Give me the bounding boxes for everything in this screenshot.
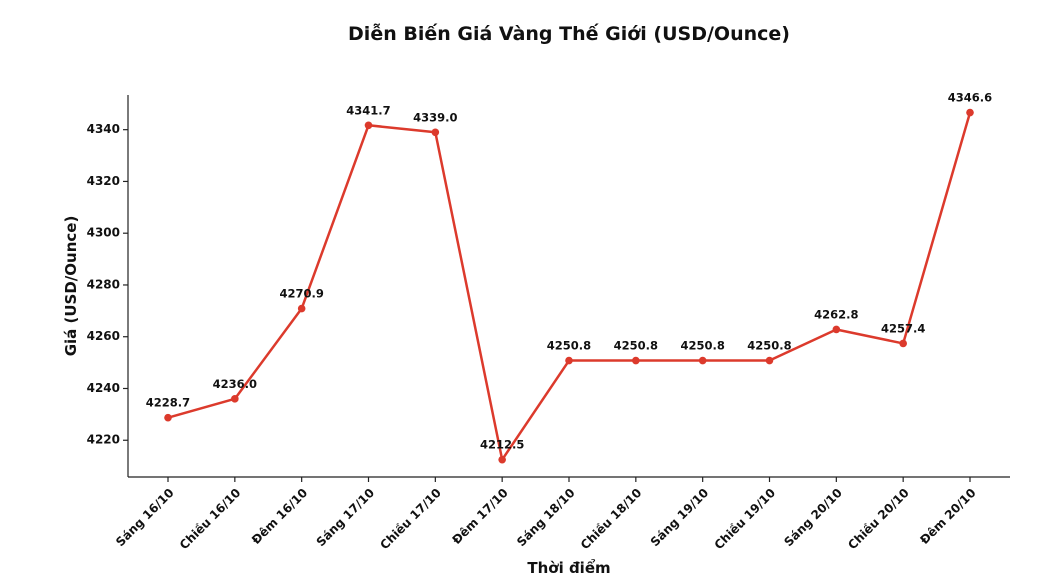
data-label: 4339.0: [413, 110, 457, 124]
y-axis-label: Giá (USD/Ounce): [62, 216, 80, 357]
point: [899, 339, 907, 348]
x-tick-label: Đêm 20/10: [917, 486, 978, 547]
x-tick-label: Chiều 18/10: [578, 486, 645, 553]
x-tick-label: Chiều 17/10: [377, 486, 444, 553]
data-label: 4346.6: [948, 91, 992, 105]
x-tick-label: Đêm 16/10: [249, 486, 310, 547]
x-tick-label: Đêm 17/10: [449, 486, 510, 547]
point: [966, 108, 974, 117]
data-label: 4341.7: [346, 103, 390, 117]
point: [297, 304, 306, 313]
x-tick-label: Sáng 19/10: [648, 486, 712, 550]
y-tick-label: 4220: [87, 433, 120, 447]
y-tick-label: 4340: [87, 122, 120, 136]
x-tick-label: Sáng 20/10: [781, 486, 845, 550]
point: [698, 356, 707, 365]
data-label: 4250.8: [614, 339, 658, 353]
x-tick-label: Chiều 20/10: [845, 486, 912, 553]
y-tick-label: 4300: [87, 226, 120, 240]
data-label: 4250.8: [680, 339, 724, 353]
y-tick-label: 4240: [87, 381, 120, 395]
point: [632, 356, 640, 365]
data-label: 4250.8: [547, 339, 591, 353]
point: [231, 395, 239, 403]
x-axis-label: Thời điểm: [527, 558, 610, 577]
point: [832, 325, 841, 334]
x-tick-label: Sáng 16/10: [113, 486, 177, 550]
point: [565, 356, 573, 365]
y-tick-label: 4280: [87, 277, 120, 291]
chart-title: Diễn Biến Giá Vàng Thế Giới (USD/Ounce): [348, 21, 790, 45]
point: [498, 455, 506, 464]
point: [431, 128, 440, 137]
data-label: 4262.8: [814, 307, 858, 321]
y-tick-label: 4260: [87, 329, 120, 343]
x-tick-label: Sáng 17/10: [314, 486, 378, 550]
y-tick-label: 4320: [87, 174, 120, 188]
x-tick-label: Sáng 18/10: [514, 486, 578, 550]
data-label: 4250.8: [747, 339, 791, 353]
point: [164, 413, 172, 422]
point: [364, 121, 373, 130]
point: [765, 356, 774, 365]
data-label: 4212.5: [480, 438, 524, 452]
data-label: 4228.7: [146, 396, 190, 410]
x-tick-label: Chiều 16/10: [177, 486, 244, 553]
data-label: 4270.9: [279, 287, 323, 301]
x-tick-label: Chiều 19/10: [712, 486, 779, 553]
data-label: 4236.0: [213, 377, 257, 391]
data-label: 4257.4: [881, 321, 925, 335]
